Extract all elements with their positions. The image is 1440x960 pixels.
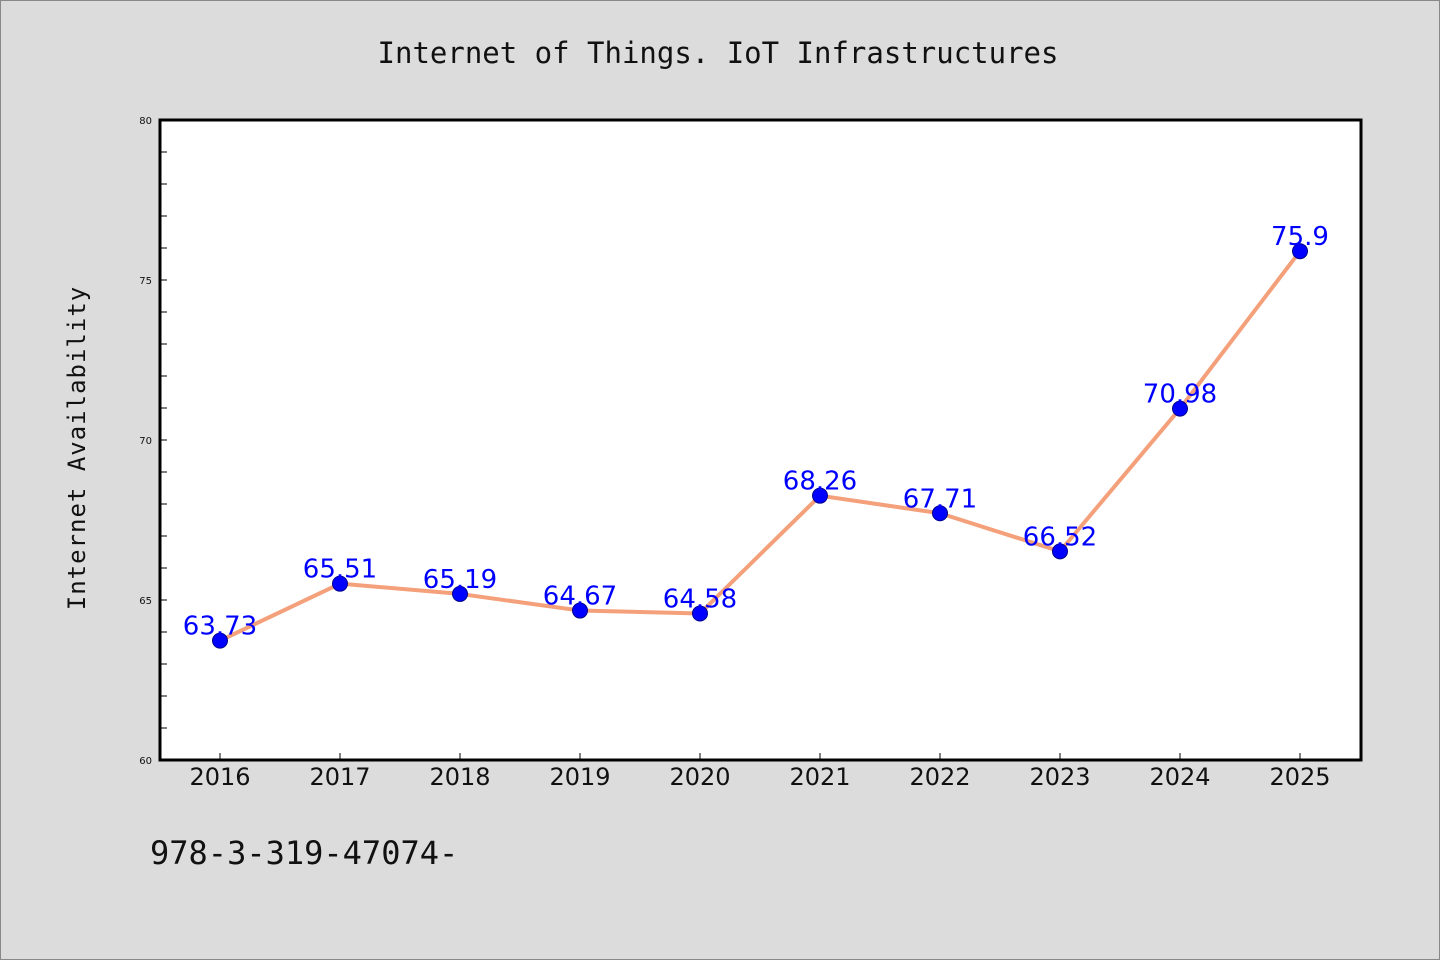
data-label: 65.51 xyxy=(303,555,377,585)
x-tick-label: 2017 xyxy=(309,763,370,791)
chart-title: Internet of Things. IoT Infrastructures xyxy=(378,36,1059,70)
data-point xyxy=(212,632,228,649)
x-tick-label: 2024 xyxy=(1149,763,1210,791)
data-point xyxy=(572,602,588,619)
x-tick-label: 2019 xyxy=(549,763,610,791)
data-label: 70.98 xyxy=(1143,380,1217,410)
series-points xyxy=(212,243,1308,649)
series-lines xyxy=(218,249,1302,643)
x-tick-label: 2016 xyxy=(189,763,250,791)
x-tick-label: 2022 xyxy=(909,763,970,791)
plot-area xyxy=(160,120,1361,760)
data-label: 64.67 xyxy=(543,582,617,612)
x-axis-ticks: 2016 2017 2018 2019 2020 2021 2022 2023 2024 2025 xyxy=(189,753,1331,791)
y-tick-label: 65 xyxy=(139,596,152,607)
y-tick-label: 80 xyxy=(139,116,152,127)
footer-isbn-text: 978-3-319-47074- xyxy=(150,834,458,872)
data-label: 64.58 xyxy=(663,584,737,614)
x-tick-label: 2021 xyxy=(789,763,850,791)
data-label: 68.26 xyxy=(783,467,857,497)
data-label: 65.19 xyxy=(423,565,497,595)
x-tick-label: 2025 xyxy=(1269,763,1330,791)
series-line xyxy=(218,249,1302,643)
data-point xyxy=(332,575,348,592)
y-tick-label: 60 xyxy=(139,756,152,767)
data-point xyxy=(932,505,948,522)
data-point xyxy=(1052,543,1068,560)
data-label: 63.73 xyxy=(183,612,257,642)
data-point xyxy=(1172,400,1188,417)
x-tick-label: 2018 xyxy=(429,763,490,791)
x-tick-label: 2020 xyxy=(669,763,730,791)
data-label: 75.9 xyxy=(1271,222,1329,252)
data-point xyxy=(452,585,468,602)
x-tick-label: 2023 xyxy=(1029,763,1090,791)
data-point xyxy=(812,487,828,504)
plot-border xyxy=(158,118,1363,762)
data-label: 67.71 xyxy=(903,484,977,514)
y-tick-label: 70 xyxy=(139,436,152,447)
data-label: 66.52 xyxy=(1023,522,1097,552)
data-labels: 63.73 65.51 65.19 64.67 64.58 68.26 67.71 66.52… xyxy=(183,222,1329,641)
data-point xyxy=(692,605,708,622)
y-axis-label: Internet Availability xyxy=(63,286,91,610)
y-tick-label: 75 xyxy=(139,276,152,287)
data-point xyxy=(1292,243,1308,260)
